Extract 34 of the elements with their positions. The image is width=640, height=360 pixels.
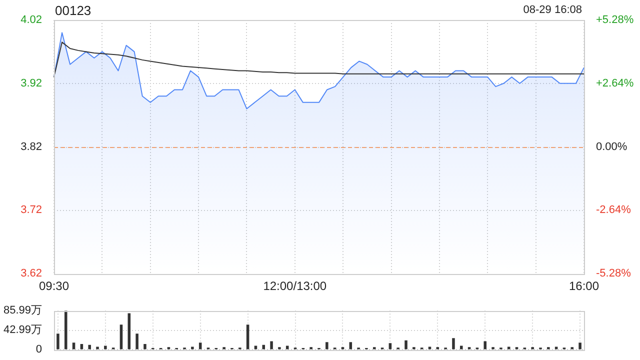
- y-tick-label: 42.99万: [3, 324, 42, 336]
- x-tick-label: 16:00: [568, 279, 600, 294]
- bar: [88, 344, 91, 350]
- bar: [104, 346, 107, 350]
- bar: [262, 344, 266, 350]
- y-tick-label: 4.02: [20, 14, 42, 26]
- bar: [191, 346, 194, 350]
- y2-tick-label: +5.28%: [596, 14, 634, 26]
- bar: [578, 342, 582, 350]
- bar: [326, 342, 328, 350]
- y-tick-label: 0: [36, 343, 42, 356]
- x-tick-label: 09:30: [38, 279, 70, 294]
- bar: [460, 346, 463, 350]
- bar: [484, 341, 487, 350]
- y2-tick-label: 0.00%: [596, 140, 628, 153]
- y-tick-label: 3.92: [20, 77, 42, 90]
- text: 08-29 16:08: [523, 4, 582, 16]
- x-tick-label: 12:00/13:00: [263, 279, 327, 294]
- y-tick-label: 3.62: [20, 268, 42, 280]
- y-tick-label: 3.82: [20, 140, 42, 153]
- bar: [56, 334, 60, 350]
- bar: [270, 341, 273, 350]
- chart-title: 00123: [55, 3, 92, 18]
- y2-tick-label: +2.64%: [596, 77, 634, 90]
- bar: [64, 310, 68, 350]
- y-tick-label: 3.72: [20, 204, 42, 216]
- bar: [96, 346, 99, 350]
- y2-tick-label: -2.64%: [596, 204, 632, 216]
- bar: [136, 334, 138, 350]
- y2-tick-label: -5.28%: [596, 268, 632, 280]
- y-tick-label: 85.99万: [3, 304, 42, 317]
- bar: [452, 338, 455, 350]
- bar: [144, 344, 146, 350]
- bar: [404, 340, 408, 350]
